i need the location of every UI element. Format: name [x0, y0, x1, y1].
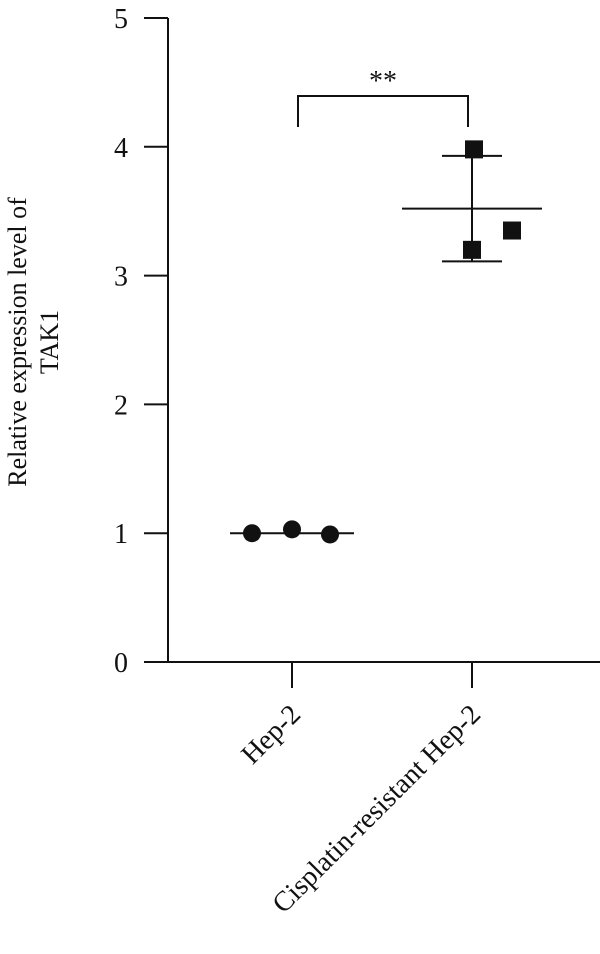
data-point-square [503, 221, 521, 240]
x-tick-label: Hep-2 [236, 699, 307, 770]
y-tick-label: 2 [114, 390, 128, 421]
y-tick-label: 3 [114, 262, 128, 293]
y-tick-label: 4 [114, 133, 128, 164]
data-marks: ** [230, 66, 542, 544]
axis-labels: Relative expression level of TAK1 [3, 197, 64, 487]
y-tick-label: 0 [114, 648, 128, 679]
x-tick-label: Cisplatin-resistant Hep-2 [267, 699, 487, 919]
significance-bracket [297, 95, 469, 127]
significance-label: ** [369, 66, 397, 97]
y-tick-label: 5 [114, 4, 128, 35]
data-point-square [463, 240, 481, 259]
data-point-circle [243, 524, 261, 543]
y-tick-label: 1 [114, 519, 128, 550]
data-point-square [465, 140, 483, 159]
y-axis-label-line-2: TAK1 [35, 310, 64, 374]
data-point-circle [321, 525, 339, 544]
data-point-circle [283, 520, 301, 539]
y-axis-label-line-1: Relative expression level of [3, 197, 32, 487]
